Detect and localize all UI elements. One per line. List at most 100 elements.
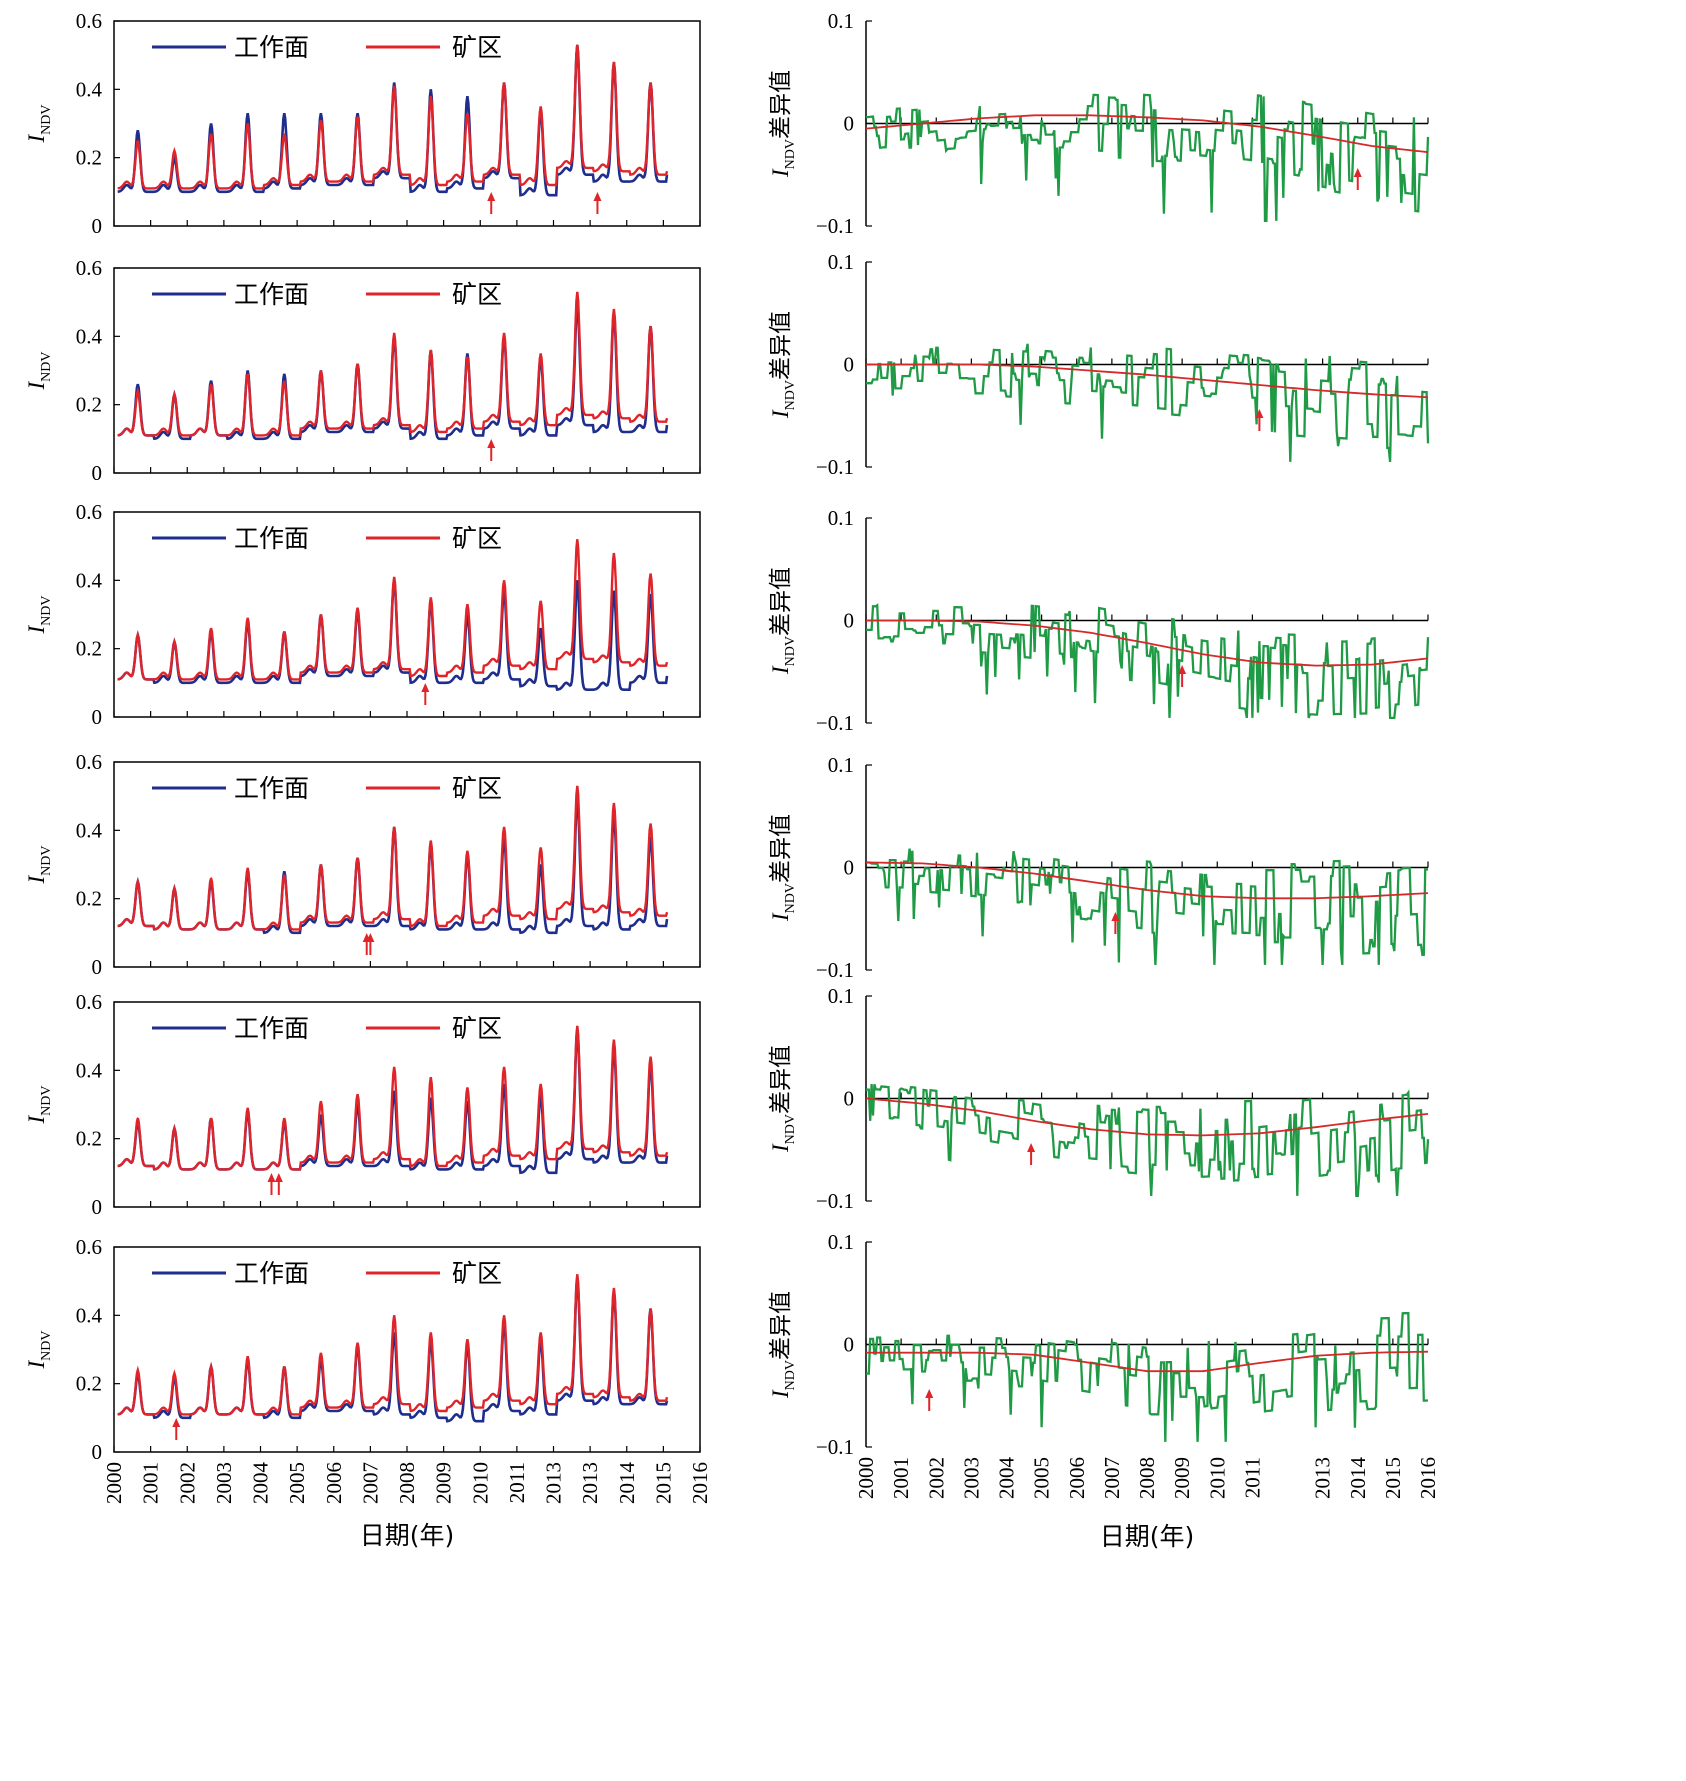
x-tick-label: 2015 [1381, 1457, 1405, 1499]
y-axis-label: INDV [24, 351, 54, 390]
y-tick-label: −0.1 [816, 958, 854, 982]
event-arrow-1-head [1027, 1143, 1036, 1152]
event-arrow-2 [274, 1173, 283, 1195]
x-tick-label: 2013 [1311, 1457, 1335, 1499]
y-axis-label-sub: NDV [39, 845, 54, 875]
ndvi-panel-6: 0 0.2 0.4 0.6 INDV 工作面 矿区 2000 2001 2002 2003 2004 2… [24, 1235, 712, 1550]
event-arrow-2 [366, 933, 375, 955]
event-arrow-1 [487, 192, 496, 214]
x-tick-label: 2003 [959, 1457, 983, 1499]
y-axis-label: INDV [24, 1085, 54, 1124]
y-tick-label: 0 [844, 1333, 855, 1357]
y-axis-label-sub: NDV [39, 1085, 54, 1115]
difference-line [866, 848, 1429, 966]
x-tick-label: 2009 [1170, 1457, 1194, 1499]
x-tick-label: 2003 [212, 1462, 236, 1504]
y-tick-label: −0.1 [816, 711, 854, 735]
y-axis-label-suffix: 差异值 [768, 311, 794, 380]
mining-area-line [117, 1274, 669, 1416]
y-tick-label: 0.4 [76, 1058, 103, 1082]
x-axis-title: 日期(年) [360, 1521, 455, 1550]
y-axis-label-sub: NDV [783, 636, 798, 666]
y-tick-label: 0.1 [828, 9, 854, 33]
y-axis-label-main: I [24, 1360, 49, 1370]
legend-mining-area-label: 矿区 [452, 524, 502, 553]
x-tick-label: 2000 [102, 1462, 126, 1504]
x-tick-label: 2015 [651, 1462, 675, 1504]
event-arrow-2-head [593, 192, 602, 201]
y-tick-label: 0.6 [76, 9, 102, 33]
y-axis-label-main: I [24, 625, 49, 635]
y-tick-label: −0.1 [816, 455, 854, 479]
event-arrow-1-head [267, 1173, 276, 1182]
y-axis-label-main: I [24, 381, 49, 391]
x-axis-title: 日期(年) [1100, 1522, 1195, 1551]
y-axis-label-suffix: 差异值 [768, 1291, 794, 1360]
event-arrow-1 [421, 683, 430, 705]
difference-line [866, 1312, 1428, 1442]
y-tick-label: 0.4 [76, 324, 103, 348]
legend-workface-label: 工作面 [234, 33, 309, 62]
x-tick-label: 2004 [995, 1457, 1019, 1500]
y-tick-label: 0.1 [828, 753, 854, 777]
event-arrow-1-head [1178, 665, 1187, 674]
event-arrow-1 [1255, 409, 1264, 431]
y-tick-label: 0.6 [76, 1235, 102, 1259]
event-arrow-1 [1111, 912, 1120, 934]
event-arrow-2-head [366, 933, 375, 942]
y-tick-label: 0.1 [828, 250, 854, 274]
legend-mining-area-label: 矿区 [452, 280, 502, 309]
legend-mining-area-label: 矿区 [452, 1259, 502, 1288]
legend-workface-label: 工作面 [234, 774, 309, 803]
event-arrow-1 [1027, 1143, 1036, 1165]
y-axis-label-sub: NDV [783, 1114, 798, 1144]
y-tick-label: 0 [844, 609, 855, 633]
trend-line [866, 619, 1429, 667]
y-tick-label: 0 [844, 856, 855, 880]
y-axis-label-main: I [24, 1115, 49, 1125]
y-axis-label-sub: NDV [39, 1330, 54, 1360]
x-tick-label: 2007 [1100, 1457, 1124, 1499]
ndvi-panel-5: 0 0.2 0.4 0.6 INDV 工作面 矿区 [24, 990, 701, 1219]
y-tick-label: 0 [92, 705, 103, 729]
event-arrow-1 [172, 1418, 181, 1440]
event-arrow-1-head [1353, 168, 1362, 177]
trend-line [865, 114, 1429, 154]
difference-line [866, 343, 1430, 463]
x-tick-label: 2001 [139, 1462, 163, 1504]
event-arrow-1-head [487, 192, 496, 201]
event-arrow-1 [1353, 168, 1362, 190]
trend-line [865, 861, 1429, 900]
y-tick-label: 0.2 [76, 637, 102, 661]
y-axis-label-sub: NDV [783, 1360, 798, 1390]
y-axis-label: INDV差异值 [768, 814, 798, 922]
y-axis-label-sub: NDV [39, 351, 54, 381]
y-tick-label: 0 [92, 1440, 103, 1464]
x-tick-label: 2008 [1135, 1457, 1159, 1499]
y-axis-label: INDV差异值 [768, 1291, 798, 1399]
event-arrow-1 [1178, 665, 1187, 687]
y-axis-label-sub: NDV [783, 883, 798, 913]
event-arrow-1 [487, 439, 496, 461]
legend-mining-area-label: 矿区 [452, 33, 502, 62]
mining-area-line [117, 44, 669, 190]
y-axis-label-sub: NDV [39, 104, 54, 134]
y-tick-label: 0.6 [76, 256, 102, 280]
ndvi-panel-4: 0 0.2 0.4 0.6 INDV 工作面 矿区 [24, 750, 701, 979]
y-axis-label: INDV [24, 595, 54, 634]
mining-area-line [117, 539, 669, 681]
y-axis-label-main: I [768, 665, 793, 675]
x-tick-label: 2014 [1346, 1457, 1370, 1500]
mining-area-line [117, 1025, 669, 1171]
legend-workface-label: 工作面 [234, 1259, 309, 1288]
y-axis-label-suffix: 差异值 [768, 814, 794, 883]
mining-area-line [117, 291, 669, 437]
y-axis-label-main: I [768, 1389, 793, 1399]
mining-area-line [117, 785, 669, 931]
y-axis-label-main: I [768, 912, 793, 922]
x-tick-label: 2011 [1240, 1457, 1264, 1498]
x-tick-label: 2006 [322, 1462, 346, 1504]
y-tick-label: 0.1 [828, 506, 854, 530]
y-axis-label: INDV [24, 1330, 54, 1369]
event-arrow-1 [267, 1173, 276, 1195]
